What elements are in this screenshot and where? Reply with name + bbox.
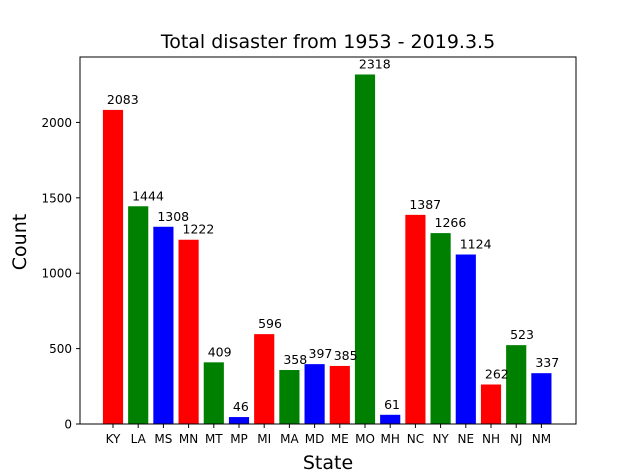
bar-ny [430,233,451,424]
x-tick-label-nj: NJ [510,432,523,446]
bar-me [329,365,350,424]
x-tick-label-md: MD [305,432,325,446]
data-label-nj: 523 [510,327,534,342]
y-axis-label: Count [9,214,31,270]
y-tick-label: 1000 [41,267,72,281]
chart-title: Total disaster from 1953 - 2019.3.5 [160,31,495,53]
bar-mh [380,414,401,424]
x-axis-label: State [303,452,353,474]
data-label-ms: 1308 [157,209,189,224]
data-label-mn: 1222 [183,222,215,237]
bar-nh [480,384,502,424]
x-tick-label-nm: NM [532,432,551,446]
bar-la [128,206,149,424]
bar-md [304,364,325,424]
bar-mn [178,239,199,424]
data-label-mi: 596 [258,316,282,331]
data-label-nm: 337 [535,355,559,370]
bar-ky [102,109,124,424]
x-tick-label-nc: NC [407,432,424,446]
x-tick-label-mh: MH [381,432,400,446]
x-tick-label-mn: MN [179,432,198,446]
data-label-ny: 1266 [435,215,467,230]
x-tick-label-ma: MA [280,432,299,446]
x-tick-label-mo: MO [355,432,375,446]
bar-nm [531,373,552,424]
x-tick-label-ny: NY [432,432,449,446]
data-label-ky: 2083 [107,92,139,107]
data-label-mh: 61 [384,397,400,412]
data-label-nc: 1387 [409,197,441,212]
y-tick-label: 2000 [41,116,72,130]
data-label-mp: 46 [233,399,249,414]
x-tick-label-la: LA [131,432,147,446]
x-tick-label-ne: NE [458,432,475,446]
data-label-la: 1444 [132,188,164,203]
x-tick-label-ky: KY [106,432,121,446]
plot-frame [79,56,577,425]
bar-mt [203,362,224,424]
x-tick-label-nh: NH [482,432,500,446]
bar-ne [455,254,476,424]
data-label-mo: 2318 [359,56,391,71]
bar-ma [279,370,300,424]
bar-nc [405,214,426,424]
data-label-me: 385 [334,348,358,363]
data-label-ne: 1124 [460,237,492,252]
y-tick-label: 500 [49,342,72,356]
x-tick-label-me: ME [331,432,349,446]
bar-mp [228,417,250,424]
data-label-ma: 358 [283,352,307,367]
x-tick-label-mt: MT [205,432,223,446]
y-tick-label: 1500 [41,191,72,205]
bar-nj [506,345,527,424]
data-label-mt: 409 [208,344,232,359]
x-tick-label-mi: MI [257,432,271,446]
bar-ms [153,226,174,424]
x-tick-label-mp: MP [230,432,248,446]
data-label-nh: 262 [485,366,509,381]
bar-mi [254,334,275,424]
bar-mo [354,74,376,424]
data-label-md: 397 [309,346,333,361]
y-tick-label: 0 [64,418,72,432]
x-tick-label-ms: MS [154,432,172,446]
